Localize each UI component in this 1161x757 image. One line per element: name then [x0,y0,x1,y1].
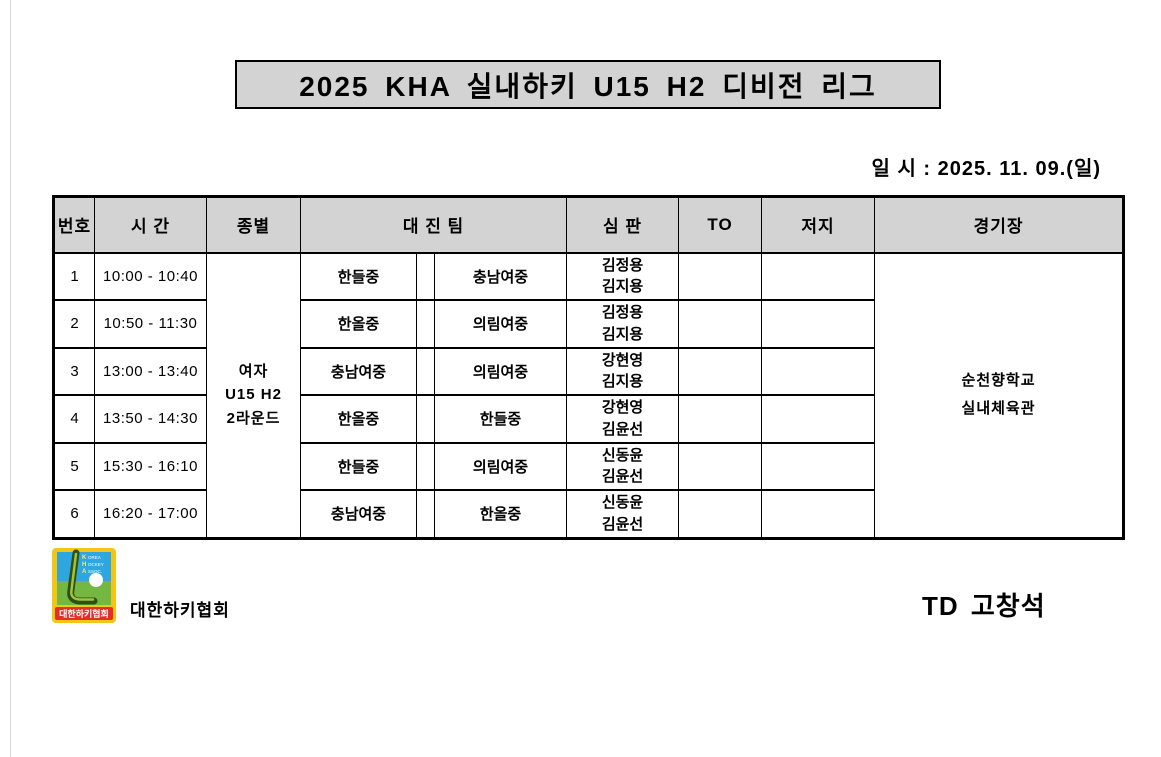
referee-1: 강현영 [601,351,644,369]
cell-to [678,394,763,443]
cell-vs-divider [416,251,435,301]
header-venue: 경기장 [874,196,1125,254]
svg-text:A: A [82,569,87,575]
referee-2: 김윤선 [601,420,644,438]
event-date: 일 시 : 2025. 11. 09.(일) [871,158,1101,180]
cell-venue: 순천향학교 실내체육관 [874,251,1125,539]
referee-2: 김윤선 [601,515,644,533]
cell-vs-divider [416,489,435,539]
cell-time: 13:50 - 14:30 [94,394,207,443]
category-round: 2라운드 [226,409,281,427]
page-title: 2025 KHA 실내하키 U15 H2 디비전 리그 [299,70,877,102]
table-row: 3 13:00 - 13:40 충남여중 의림여중 강현영 김지용 [53,346,1124,396]
cell-time: 10:00 - 10:40 [94,251,207,301]
kha-logo: K OREA H OCKEY A SSOC. 대한하키협회 [52,548,116,623]
cell-team2: 한올중 [433,489,568,539]
cell-referee: 김정용 김지용 [566,251,680,301]
category-gender: 여자 [238,363,269,381]
cell-referee: 신동윤 김윤선 [566,489,680,539]
cell-to [678,441,763,491]
referee-1: 신동윤 [601,494,644,511]
cell-time: 10:50 - 11:30 [94,299,207,348]
cell-no: 2 [53,299,95,348]
table-row: 1 10:00 - 10:40 여자 U15 H2 2라운드 한들중 충남여중 … [53,251,1125,539]
header-to: TO [678,196,763,254]
cell-vs-divider [416,299,435,348]
cell-referee: 신동윤 김윤선 [566,441,680,491]
referee-2: 김윤선 [601,468,644,486]
svg-text:K: K [82,555,87,561]
cell-team1: 충남여중 [300,346,417,396]
title-box: 2025 KHA 실내하키 U15 H2 디비전 리그 [235,60,941,109]
cell-team1: 충남여중 [300,489,417,539]
header-no: 번호 [53,196,95,254]
svg-text:SSOC.: SSOC. [88,569,102,574]
cell-team2: 의림여중 [433,441,568,491]
cell-referee: 김정용 김지용 [566,299,680,348]
table-row: 6 16:20 - 17:00 충남여중 한올중 신동윤 김윤선 [53,489,1124,539]
svg-text:OREA: OREA [88,555,101,560]
header-time: 시 간 [94,196,207,254]
cell-vs-divider [416,441,435,491]
header-judge: 저지 [761,196,876,254]
cell-time: 15:30 - 16:10 [94,441,207,491]
cell-time: 13:00 - 13:40 [94,346,207,396]
svg-text:OCKEY: OCKEY [88,562,104,567]
header-matchup: 대 진 팀 [299,196,568,254]
cell-to [678,299,763,348]
header-referee: 심 판 [566,196,680,254]
referee-1: 강현영 [601,399,644,416]
cell-team2: 한들중 [433,394,568,443]
cell-judge [761,251,876,301]
referee-1: 김정용 [601,256,644,274]
cell-vs-divider [416,394,435,443]
cell-vs-divider [416,346,435,396]
table-row: 2 10:50 - 11:30 한올중 의림여중 김정용 김지용 [53,299,1124,348]
cell-team1: 한올중 [300,299,417,348]
cell-to [678,251,763,301]
venue-line-2: 실내체육관 [961,400,1036,417]
technical-delegate: TD 고창석 [922,591,1046,621]
cell-no: 4 [53,394,95,443]
cell-to [678,346,763,396]
cell-judge [761,346,876,396]
referee-1: 신동윤 [601,446,644,464]
cell-team2: 의림여중 [433,299,568,348]
category-division: U15 H2 [225,386,282,404]
cell-no: 3 [53,346,95,396]
cell-team1: 한들중 [300,441,417,491]
schedule-table: 번호 시 간 종별 대 진 팀 심 판 TO 저지 경기장 1 10:00 - … [52,195,1126,540]
referee-2: 김지용 [601,373,644,391]
referee-2: 김지용 [601,278,644,296]
cell-judge [761,441,876,491]
svg-text:H: H [82,562,86,568]
venue-line-1: 순천향학교 [961,372,1036,390]
cell-referee: 강현영 김지용 [566,346,680,396]
cell-category: 여자 U15 H2 2라운드 [206,251,301,539]
cell-judge [761,489,876,539]
kha-logo-icon: K OREA H OCKEY A SSOC. 대한하키협회 [52,548,116,623]
table-row: 4 13:50 - 14:30 한올중 한들중 강현영 김윤선 [53,394,1124,443]
cell-team1: 한올중 [300,394,417,443]
cell-no: 1 [53,251,95,301]
cell-no: 6 [53,489,95,539]
cell-to [678,489,763,539]
referee-1: 김정용 [601,304,644,321]
page-edge-line [10,0,11,757]
cell-time: 16:20 - 17:00 [94,489,207,539]
logo-band-text: 대한하키협회 [59,608,109,619]
cell-judge [761,299,876,348]
association-name: 대한하키협회 [130,601,230,620]
cell-team1: 한들중 [300,251,417,301]
cell-team2: 충남여중 [433,251,568,301]
table-row: 5 15:30 - 16:10 한들중 의림여중 신동윤 김윤선 [53,441,1124,491]
cell-referee: 강현영 김윤선 [566,394,680,443]
cell-judge [761,394,876,443]
cell-no: 5 [53,441,95,491]
cell-team2: 의림여중 [433,346,568,396]
referee-2: 김지용 [601,325,644,343]
header-category: 종별 [206,196,301,254]
table-header-row: 번호 시 간 종별 대 진 팀 심 판 TO 저지 경기장 [53,196,1125,254]
